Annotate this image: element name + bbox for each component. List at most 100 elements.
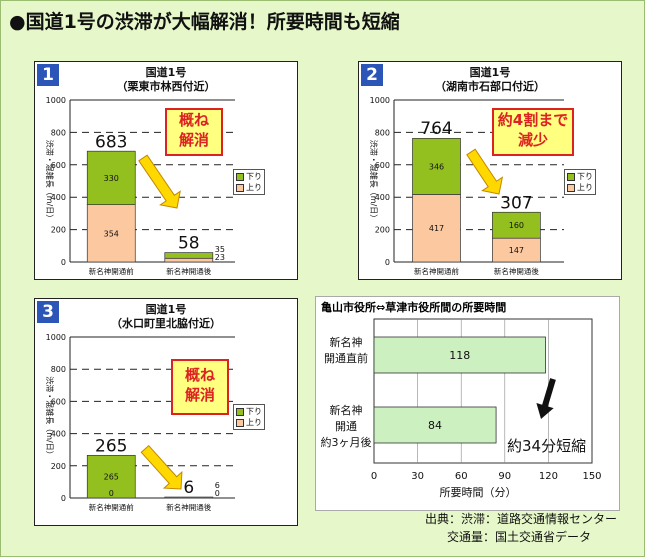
legend-swatch-down: [236, 407, 244, 416]
callout-box: 概ね 解消: [165, 108, 223, 156]
callout-line2: 解消: [178, 131, 209, 149]
bar-segment-down: [412, 138, 461, 195]
category-label-line: 約3ヶ月後: [320, 436, 372, 449]
source-line-2: 交通量：国土交通省データ: [447, 530, 592, 544]
bar-segment-down: [86, 150, 136, 206]
legend-label-down: 下り: [577, 172, 593, 181]
y-tick-label: 600: [375, 161, 390, 170]
category-label-before: 新名神 開通直前: [319, 335, 373, 367]
segment-value-label: 6: [215, 481, 220, 490]
source-line-1: 出典：渋滞：道路交通情報センター: [425, 512, 618, 526]
y-tick-label: 400: [51, 430, 66, 439]
y-tick-label: 1000: [370, 96, 390, 105]
legend-swatch-up: [236, 418, 244, 427]
x-category-label: 新名神開通後: [166, 266, 211, 276]
panel-title-line2: （栗東市林西付近）: [116, 80, 216, 93]
callout-line1: 概ね: [184, 366, 215, 384]
callout-line1: 約4割まで: [497, 111, 569, 129]
segment-value-label: 0: [215, 489, 220, 498]
bar-total-label: 764: [420, 119, 452, 139]
bar-segment-up: [412, 194, 461, 263]
segment-value-label: 35: [215, 245, 225, 254]
legend-label-up: 上り: [246, 183, 262, 192]
x-category-label: 新名神開通前: [414, 266, 459, 276]
bar-total-label: 307: [500, 193, 532, 213]
legend-swatch-down: [567, 172, 575, 181]
y-tick-label: 400: [51, 193, 66, 202]
panel-number-badge: 1: [37, 64, 59, 86]
category-label-line: 開通直前: [324, 352, 368, 365]
x-axis-label: 所要時間（分）: [440, 486, 517, 499]
category-label-line: 新名神: [329, 404, 363, 417]
chart-panel-3: 3 国道1号 （水口町里北脇付近） 0 200 400 600 800 1000 渋滞・混雑…: [34, 298, 298, 526]
bar-value-label: 118: [449, 349, 470, 362]
panel-number-badge: 2: [361, 64, 383, 86]
y-tick-label: 400: [375, 193, 390, 202]
y-tick-label: 0: [61, 258, 66, 267]
segment-value-label: 23: [215, 253, 225, 262]
x-tick-label: 60: [455, 471, 468, 482]
callout-line1: 概ね: [178, 111, 209, 129]
chart-panel-2: 2 国道1号 （湖南市石部口付近） 0 200 400 600 800 1000 渋滞・混雑…: [358, 61, 622, 280]
bar-segment-down: [492, 211, 541, 239]
segment-value-label: 330: [104, 174, 119, 183]
y-tick-label: 200: [375, 226, 390, 235]
callout-line2: 減少: [517, 131, 548, 149]
yellow-arrow: [138, 154, 181, 209]
category-label-after: 新名神 開通 約3ヶ月後: [319, 403, 373, 451]
legend-item-down: 下り: [236, 406, 262, 417]
bar-segment-down: [164, 496, 214, 499]
reduction-annotation: 約34分短縮: [507, 437, 587, 455]
panel-number-badge: 3: [37, 301, 59, 323]
chart-panel-1: 1 国道1号 （栗東市林西付近） 0 200 400 600 800 1000 渋滞・混雑長…: [34, 61, 298, 280]
travel-time-bar: [373, 406, 497, 444]
segment-value-label: 265: [104, 473, 119, 482]
x-tick-label: 30: [411, 471, 424, 482]
bar-total-label: 265: [95, 436, 127, 456]
panel-title-line2: （水口町里北脇付近）: [111, 317, 221, 330]
black-arrow: [536, 378, 556, 419]
y-tick-label: 1000: [46, 96, 66, 105]
x-category-label: 新名神開通前: [89, 266, 134, 276]
chart-legend: 下り 上り: [233, 169, 265, 195]
travel-time-bar: [373, 336, 546, 374]
legend-swatch-down: [236, 172, 244, 181]
y-tick-label: 1000: [46, 333, 66, 342]
stacked-bar-chart-1: 0 200 400 600 800 1000 渋滞・混雑長（m/日） 354 330 683 新名神…: [45, 96, 235, 276]
y-axis-label: 渋滞・混雑長（m/日）: [45, 376, 55, 459]
segment-value-label: 160: [509, 221, 524, 230]
y-tick-label: 800: [375, 128, 390, 137]
y-tick-label: 200: [51, 226, 66, 235]
stacked-bar-chart-2: 0 200 400 600 800 1000 渋滞・混雑長（m/日） 417 346 764 新名神…: [369, 96, 564, 276]
travel-time-title: 亀山市役所⇔草津市役所間の所要時間: [321, 301, 507, 314]
x-tick-label: 150: [582, 471, 601, 482]
y-tick-label: 200: [51, 462, 66, 471]
legend-swatch-up: [236, 183, 244, 192]
legend-item-down: 下り: [236, 171, 262, 182]
legend-item-up: 上り: [567, 182, 593, 193]
category-label-line: 新名神: [329, 336, 363, 349]
segment-value-label: 0: [109, 489, 114, 498]
bar-segment-down: [164, 252, 214, 259]
legend-label-down: 下り: [246, 172, 262, 181]
panel-title-line1: 国道1号: [145, 66, 187, 79]
legend-label-up: 上り: [246, 418, 262, 427]
panel-title-line1: 国道1号: [469, 66, 511, 79]
x-category-label: 新名神開通後: [166, 502, 211, 512]
legend-item-up: 上り: [236, 417, 262, 428]
y-tick-label: 600: [51, 161, 66, 170]
x-category-label: 新名神開通前: [89, 502, 134, 512]
page-title: ●国道1号の渋滞が大幅解消！所要時間も短縮: [9, 11, 400, 33]
segment-value-label: 354: [104, 229, 119, 238]
stacked-bar-chart-3: 0 200 400 600 800 1000 渋滞・混雑長（m/日） 265 0 265 新名神開通…: [45, 333, 235, 512]
segment-value-label: 346: [429, 162, 444, 171]
y-axis-label: 渋滞・混雑長（m/日）: [45, 140, 55, 223]
legend-label-down: 下り: [246, 407, 262, 416]
bar-value-label: 84: [428, 419, 442, 432]
x-tick-label: 0: [371, 471, 377, 482]
legend-swatch-up: [567, 183, 575, 192]
yellow-arrow: [140, 444, 183, 490]
legend-item-down: 下り: [567, 171, 593, 182]
